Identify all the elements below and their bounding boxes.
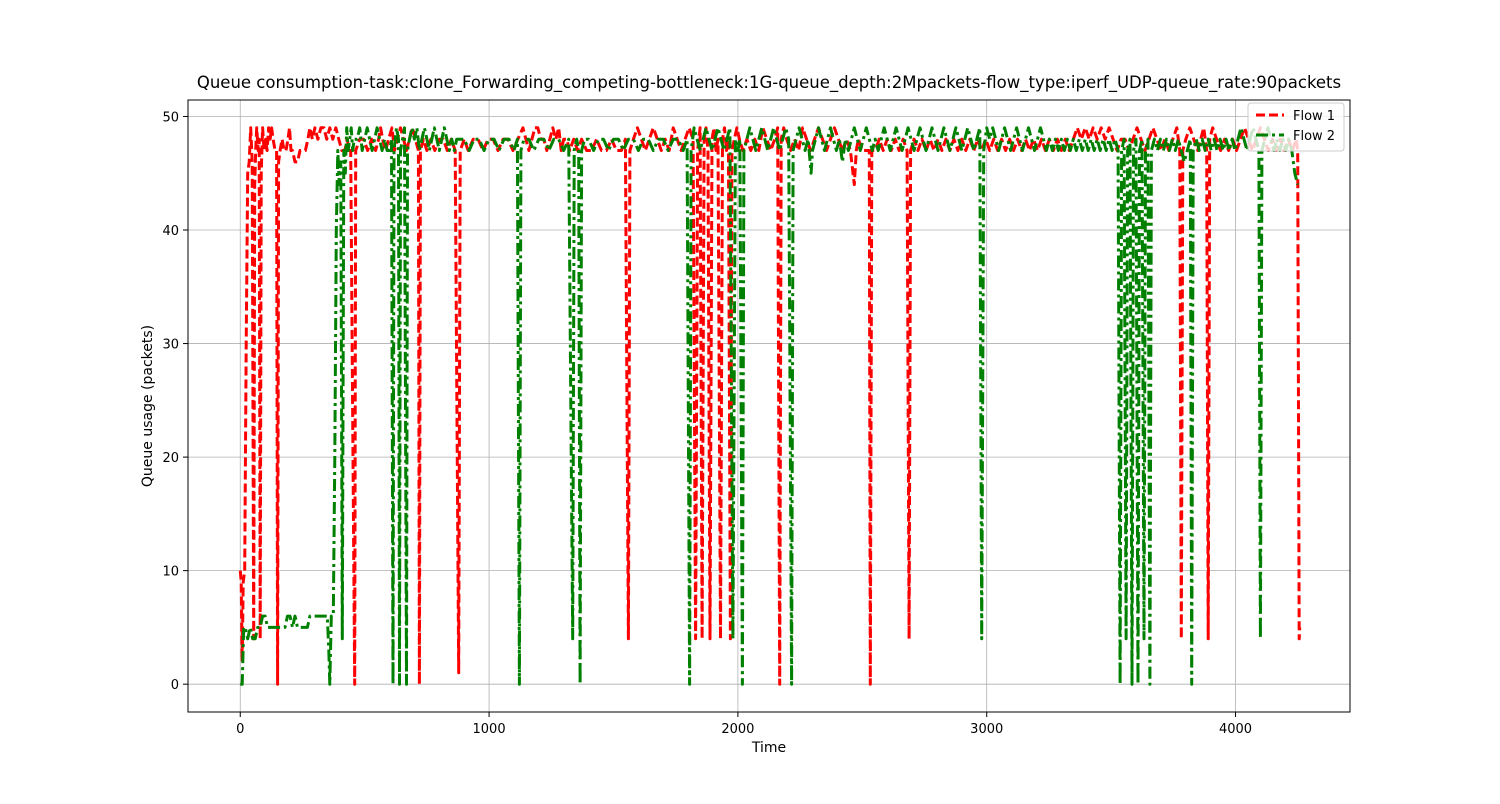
y-tick-label: 50 [162,110,179,125]
plot-area [238,126,1302,686]
x-tick-label: 3000 [970,722,1003,737]
x-tick-label: 1000 [473,722,506,737]
y-tick-label: 40 [162,224,179,239]
y-tick-label: 0 [171,678,179,693]
x-axis-label: Time [751,740,786,756]
x-tick-label: 0 [236,722,244,737]
legend: Flow 1 Flow 2 [1247,102,1345,152]
plot-frame [187,99,1351,713]
chart-title: Queue consumption-task:clone_Forwarding_… [197,73,1341,93]
axis-ticks: 0 1000 2000 3000 4000 0 10 20 30 40 50 [162,110,1252,737]
y-tick-label: 30 [162,338,179,353]
y-tick-label: 10 [162,565,179,580]
series-line-flow-2 [240,126,1300,686]
x-tick-label: 4000 [1219,722,1252,737]
series-line-flow-1 [238,126,1302,686]
legend-label-flow-2: Flow 2 [1293,129,1335,144]
legend-label-flow-1: Flow 1 [1293,109,1335,124]
grid-lines [188,100,1350,712]
series-lines [238,126,1302,686]
y-axis-label: Queue usage (packets) [140,325,156,487]
x-tick-label: 2000 [721,722,754,737]
y-tick-label: 20 [162,451,179,466]
